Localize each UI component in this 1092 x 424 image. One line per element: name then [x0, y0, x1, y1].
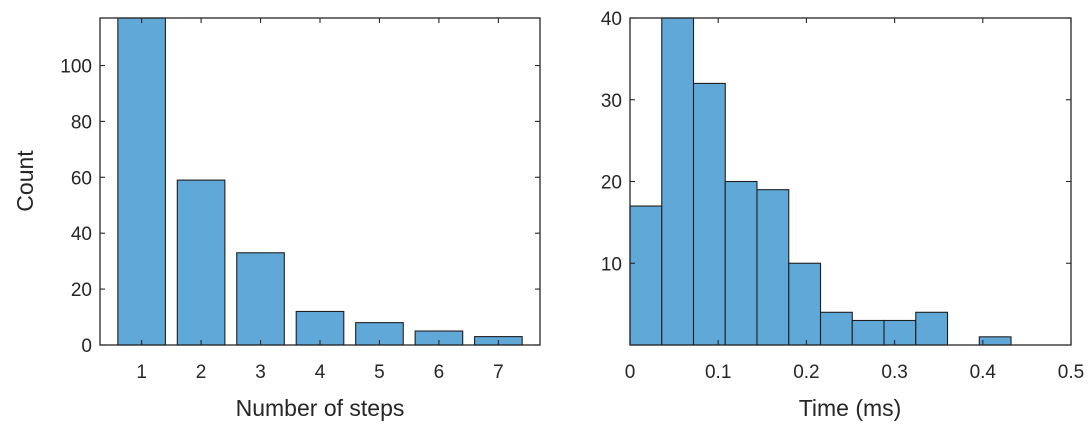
x-tick-label: 0.4 — [970, 362, 997, 383]
bar-time-bin-0 — [629, 205, 663, 346]
x-tick-label: 2 — [196, 362, 207, 383]
y-tick-label: 10 — [601, 254, 622, 275]
y-tick-label: 40 — [601, 9, 622, 30]
y-tick-label: 20 — [601, 173, 622, 194]
bar-steps-4 — [295, 310, 345, 346]
y-tick-label: 30 — [601, 91, 622, 112]
x-tick-label: 4 — [315, 362, 326, 383]
x-tick-label: 5 — [374, 362, 385, 383]
time-bars — [629, 17, 1012, 346]
x-tick-label: 0 — [625, 362, 636, 383]
steps-bars — [117, 17, 523, 346]
y-tick-label: 80 — [71, 112, 92, 133]
y-tick-label: 20 — [71, 280, 92, 301]
time-x-axis-label: Time (ms) — [799, 395, 902, 421]
steps-axis-ticks: 1 2 3 4 5 6 7 0 20 40 60 80 100 — [60, 18, 540, 383]
x-tick-label: 7 — [493, 362, 504, 383]
steps-plot-frame — [99, 17, 541, 346]
x-tick-label: 1 — [136, 362, 147, 383]
bar-time-bin-5 — [788, 262, 822, 346]
bar-time-bin-2 — [692, 82, 726, 346]
bar-time-bin-6 — [819, 311, 853, 346]
time-histogram-panel: 0 0.1 0.2 0.3 0.4 0.5 10 20 30 40 Time (ms) — [601, 9, 1084, 421]
y-tick-label: 40 — [71, 224, 92, 245]
y-tick-label: 100 — [60, 57, 92, 78]
x-tick-label: 0.1 — [705, 362, 731, 383]
bar-time-bin-9 — [915, 311, 949, 346]
bar-steps-3 — [236, 252, 285, 346]
x-tick-label: 0.5 — [1058, 362, 1084, 383]
steps-y-axis-label: Count — [12, 150, 38, 212]
bar-time-bin-3 — [724, 180, 758, 346]
bar-time-bin-1 — [661, 17, 695, 346]
y-tick-label: 0 — [81, 336, 92, 357]
bar-time-bin-8 — [883, 319, 917, 346]
bar-time-bin-11 — [978, 336, 1012, 346]
bar-steps-1 — [117, 17, 166, 346]
time-axis-ticks: 0 0.1 0.2 0.3 0.4 0.5 10 20 30 40 — [601, 9, 1084, 383]
bar-time-bin-7 — [851, 319, 885, 346]
steps-histogram-panel: 1 2 3 4 5 6 7 0 20 40 60 80 100 Number of steps Coun… — [12, 17, 541, 421]
bar-steps-2 — [176, 179, 226, 346]
x-tick-label: 3 — [255, 362, 266, 383]
y-tick-label: 60 — [71, 168, 92, 189]
x-tick-label: 6 — [434, 362, 445, 383]
steps-x-axis-label: Number of steps — [236, 395, 405, 421]
x-tick-label: 0.3 — [881, 362, 907, 383]
bar-time-bin-4 — [756, 189, 790, 346]
x-tick-label: 0.2 — [793, 362, 819, 383]
